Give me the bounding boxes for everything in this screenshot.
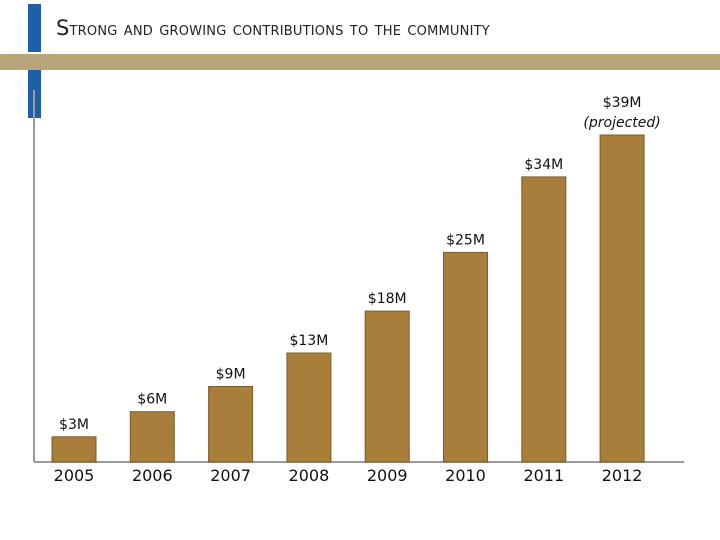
category-label-2008: 2008: [289, 466, 330, 485]
category-label-2011: 2011: [523, 466, 564, 485]
slide-title: Strong and growing contributions to the …: [56, 16, 490, 40]
title-divider-band: [0, 54, 720, 70]
bar-2006: [129, 411, 175, 463]
value-label-2011: $34M: [524, 157, 563, 173]
bar-2012: [599, 134, 645, 463]
value-label-2005: $3M: [59, 417, 89, 433]
value-label-2007: $9M: [216, 367, 246, 383]
category-label-2005: 2005: [54, 466, 95, 485]
value-label-2012: $39M: [603, 95, 642, 111]
bar-2011: [521, 176, 567, 463]
bar-2008: [286, 352, 332, 463]
value-label-2009: $18M: [368, 291, 407, 307]
value-label-2006: $6M: [137, 392, 167, 408]
title-accent-block: [28, 4, 41, 52]
projected-note-2012: (projected): [583, 115, 660, 131]
category-label-2006: 2006: [132, 466, 173, 485]
bar-2009: [364, 310, 410, 463]
bar-group: [51, 134, 645, 463]
bar-2005: [51, 436, 97, 463]
category-label-2007: 2007: [210, 466, 251, 485]
category-label-group: 2005 2006 2007 2008 2009 2010 2011 2012: [54, 466, 643, 485]
value-label-2008: $13M: [289, 333, 328, 349]
slide-title-initial: S: [56, 16, 70, 40]
bar-2010: [443, 251, 488, 463]
slide-title-rest: trong and growing contributions to the c…: [69, 18, 490, 40]
value-label-group: $3M $6M $9M $13M $18M $25M $34M $39M (projected): [59, 95, 661, 433]
category-label-2010: 2010: [445, 466, 486, 485]
value-label-2010: $25M: [446, 232, 485, 248]
category-label-2012: 2012: [602, 466, 643, 485]
category-label-2009: 2009: [367, 466, 408, 485]
bar-2007: [208, 386, 254, 463]
